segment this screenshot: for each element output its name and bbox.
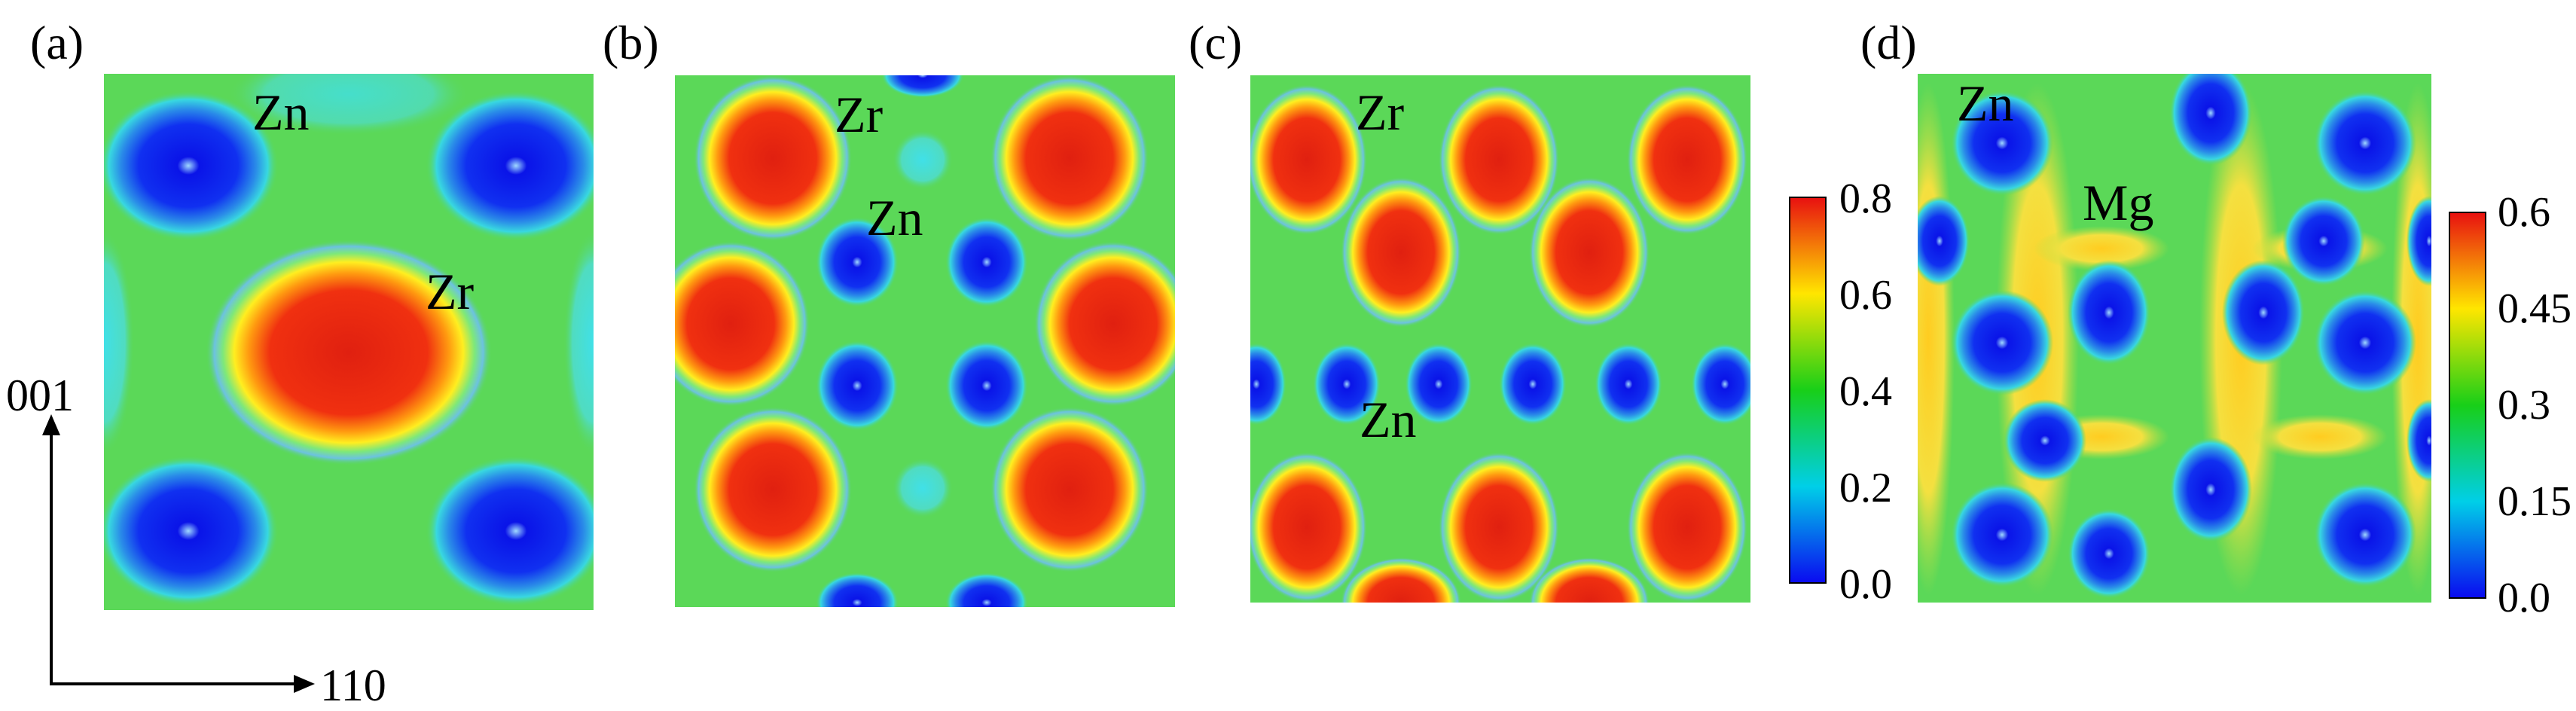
colorbar-d-tick: 0.0 — [2498, 575, 2550, 621]
axis-001-label: 001 — [6, 371, 74, 420]
panel-d-label: (d) — [1860, 16, 1917, 69]
colorbar-c-bar — [1789, 197, 1827, 584]
atom-label-zr: Zr — [1356, 84, 1405, 141]
atom-label-zn: Zn — [1360, 391, 1417, 448]
atom-label-zn: Zn — [252, 84, 310, 141]
axis-110-arrowhead — [294, 675, 315, 693]
atom-label-zr: Zr — [835, 86, 884, 143]
colorbar-c-tick: 0.8 — [1839, 175, 1892, 222]
colorbar-d-bar — [2449, 212, 2486, 599]
axis-110-label: 110 — [320, 661, 386, 710]
atom-label-zn: Zn — [1957, 75, 2014, 132]
panel-c-map — [1250, 75, 1750, 603]
colorbar-c-tick: 0.2 — [1839, 465, 1892, 511]
panel-d: (d) Zn Mg — [1860, 16, 2431, 603]
colorbar-d-tick: 0.45 — [2498, 285, 2571, 332]
colorbar-c-tick: 0.6 — [1839, 272, 1892, 319]
colorbar-c: 0.8 0.6 0.4 0.2 0.0 — [1789, 175, 1892, 608]
colorbar-c-tick: 0.0 — [1839, 561, 1892, 608]
atom-label-zr: Zr — [426, 263, 475, 320]
colorbar-d-tick: 0.6 — [2498, 189, 2550, 236]
panel-b-label: (b) — [603, 16, 659, 69]
panel-b: (b) Zr Zn — [603, 16, 1175, 607]
panel-d-map — [1918, 74, 2431, 603]
colorbar-d-tick: 0.3 — [2498, 382, 2550, 429]
atom-label-zn: Zn — [866, 189, 923, 246]
colorbar-d-tick: 0.15 — [2498, 478, 2571, 525]
atom-label-mg: Mg — [2083, 174, 2153, 231]
colorbar-c-tick: 0.4 — [1839, 368, 1892, 415]
colorbar-d: 0.6 0.45 0.3 0.15 0.0 — [2449, 189, 2571, 621]
panel-c: (c) Zr Zn — [1189, 16, 1750, 603]
panel-a: (a) Zn Zr — [30, 16, 594, 610]
panel-a-map — [104, 74, 594, 610]
panel-a-label: (a) — [30, 16, 84, 69]
panel-c-label: (c) — [1189, 16, 1242, 69]
panel-b-map — [675, 75, 1175, 607]
axis-001-arrowhead — [42, 414, 60, 435]
crystal-axes: 001 110 — [6, 371, 386, 710]
